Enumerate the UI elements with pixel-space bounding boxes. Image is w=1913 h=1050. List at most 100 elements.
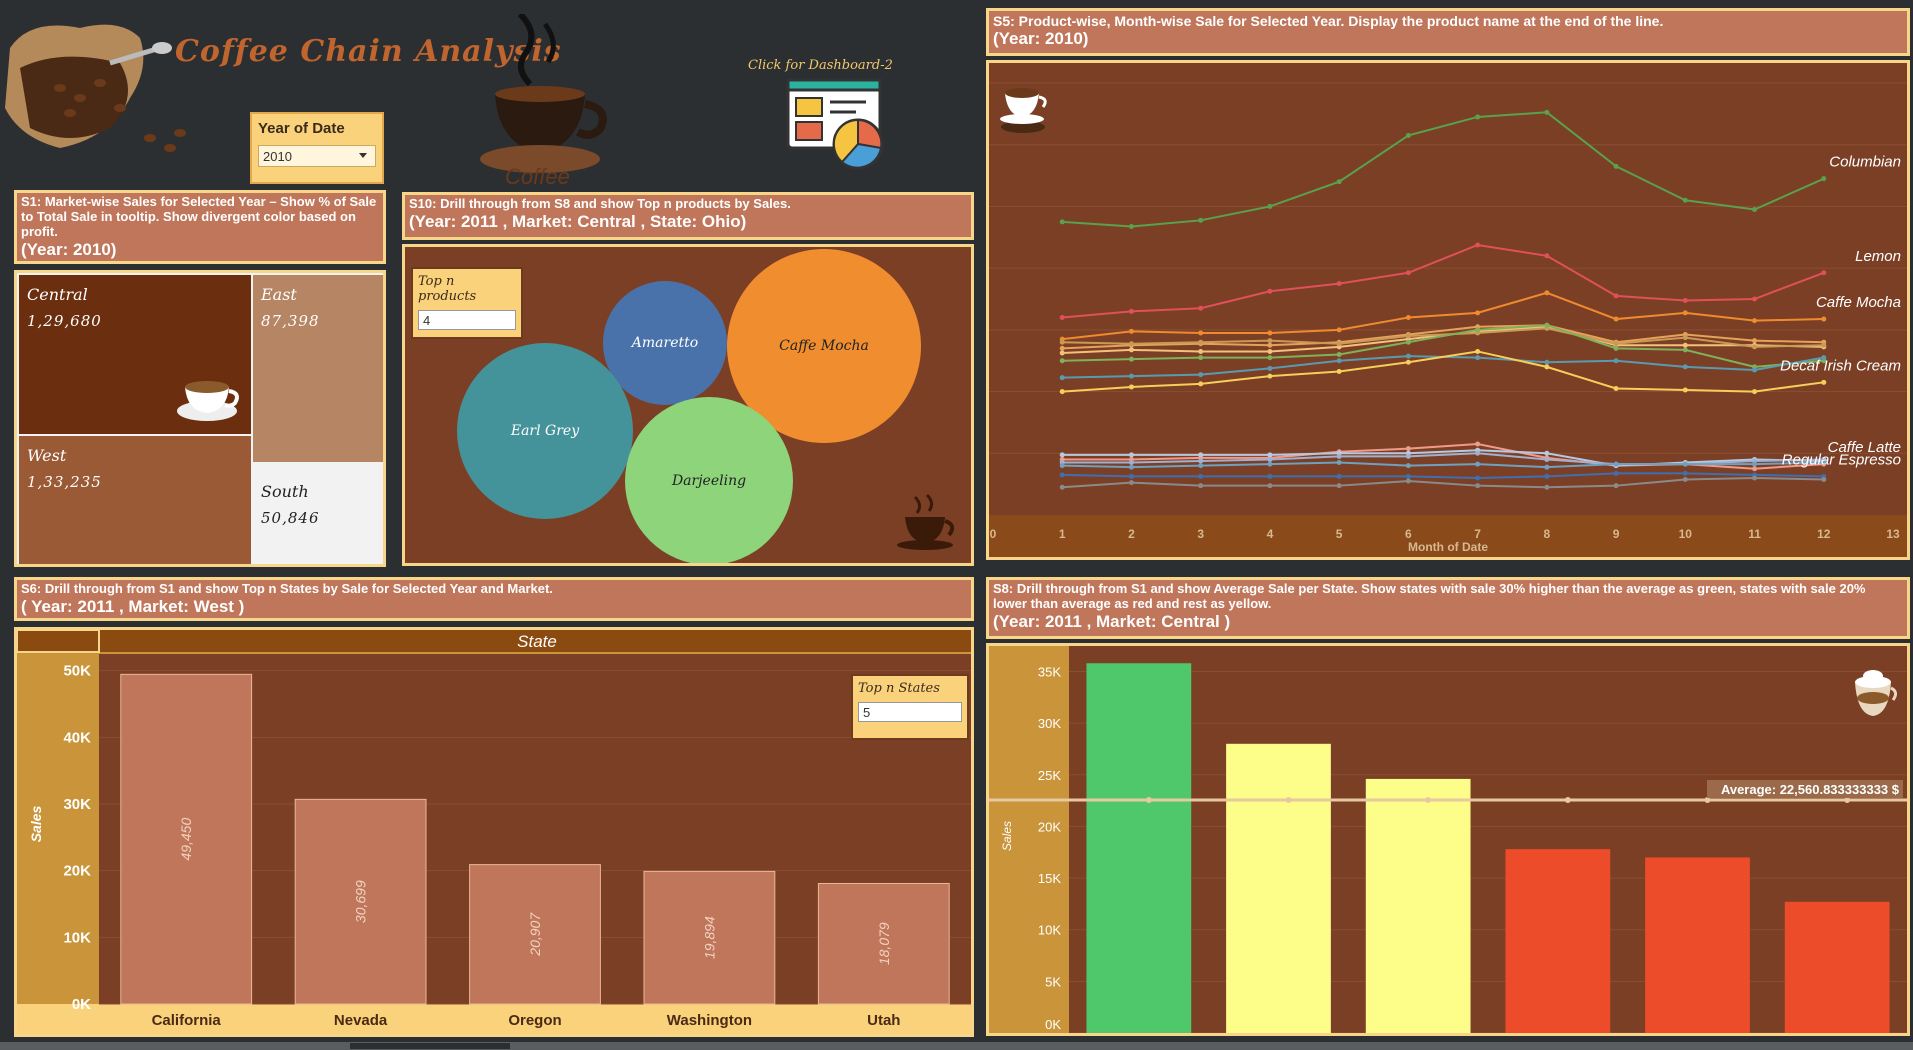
data-point[interactable] xyxy=(1544,364,1550,370)
chevron-down-icon[interactable] xyxy=(359,153,367,158)
data-point[interactable] xyxy=(1821,270,1827,276)
data-point[interactable] xyxy=(1475,310,1481,316)
data-point[interactable] xyxy=(1059,358,1065,364)
data-point[interactable] xyxy=(1128,452,1134,458)
bar[interactable] xyxy=(1365,778,1471,1033)
data-point[interactable] xyxy=(1821,176,1827,182)
data-point[interactable] xyxy=(1821,460,1827,466)
data-point[interactable] xyxy=(1752,338,1758,344)
data-point[interactable] xyxy=(1821,316,1827,322)
data-point[interactable] xyxy=(1405,478,1411,484)
bar[interactable] xyxy=(1086,663,1192,1033)
data-point[interactable] xyxy=(1613,293,1619,299)
series-line[interactable] xyxy=(1062,291,1824,341)
data-point[interactable] xyxy=(1267,461,1273,467)
data-point[interactable] xyxy=(1059,452,1065,458)
data-point[interactable] xyxy=(1405,333,1411,339)
data-point[interactable] xyxy=(1198,463,1204,469)
data-point[interactable] xyxy=(1821,342,1827,348)
data-point[interactable] xyxy=(1613,163,1619,169)
data-point[interactable] xyxy=(1544,484,1550,490)
data-point[interactable] xyxy=(1267,338,1273,344)
data-point[interactable] xyxy=(1198,372,1204,378)
data-point[interactable] xyxy=(1267,342,1273,348)
data-point[interactable] xyxy=(1821,477,1827,483)
data-point[interactable] xyxy=(1613,461,1619,467)
data-point[interactable] xyxy=(1336,179,1342,185)
data-point[interactable] xyxy=(1267,330,1273,336)
data-point[interactable] xyxy=(1475,475,1481,481)
data-point[interactable] xyxy=(1682,298,1688,304)
data-point[interactable] xyxy=(1128,308,1134,314)
data-point[interactable] xyxy=(1128,473,1134,479)
series-line[interactable] xyxy=(1062,324,1824,350)
bottom-scrollbar[interactable] xyxy=(0,1042,1913,1050)
data-point[interactable] xyxy=(1475,461,1481,467)
data-point[interactable] xyxy=(1405,353,1411,359)
data-point[interactable] xyxy=(1059,484,1065,490)
data-point[interactable] xyxy=(1682,470,1688,476)
top-n-states-param[interactable]: Top n States 5 xyxy=(851,674,969,740)
data-point[interactable] xyxy=(1128,223,1134,229)
data-point[interactable] xyxy=(1336,453,1342,459)
data-point[interactable] xyxy=(1336,483,1342,489)
treemap-cell-central[interactable]: Central 1,29,680 xyxy=(19,275,251,434)
data-point[interactable] xyxy=(1059,463,1065,469)
data-point[interactable] xyxy=(1128,356,1134,362)
series-line[interactable] xyxy=(1062,111,1825,228)
bar[interactable] xyxy=(120,673,253,1005)
data-point[interactable] xyxy=(1752,389,1758,395)
data-point[interactable] xyxy=(1613,358,1619,364)
series-line[interactable] xyxy=(1062,472,1824,479)
dashboard-2-link[interactable]: Click for Dashboard-2 xyxy=(748,58,893,73)
data-point[interactable] xyxy=(1267,365,1273,371)
data-point[interactable] xyxy=(1267,483,1273,489)
data-point[interactable] xyxy=(1544,473,1550,479)
data-point[interactable] xyxy=(1267,288,1273,294)
data-point[interactable] xyxy=(1544,322,1550,328)
data-point[interactable] xyxy=(1128,341,1134,347)
data-point[interactable] xyxy=(1752,207,1758,213)
data-point[interactable] xyxy=(1198,483,1204,489)
data-point[interactable] xyxy=(1336,327,1342,333)
data-point[interactable] xyxy=(1267,456,1273,462)
data-point[interactable] xyxy=(1128,460,1134,466)
data-point[interactable] xyxy=(1059,472,1065,478)
data-point[interactable] xyxy=(1128,480,1134,486)
series-line[interactable] xyxy=(1062,350,1824,393)
top-n-states-input[interactable]: 5 xyxy=(858,702,962,722)
data-point[interactable] xyxy=(1128,347,1134,353)
data-point[interactable] xyxy=(1059,389,1065,395)
data-point[interactable] xyxy=(1544,450,1550,456)
data-point[interactable] xyxy=(1128,328,1134,334)
data-point[interactable] xyxy=(1682,335,1688,341)
data-point[interactable] xyxy=(1198,452,1204,458)
data-point[interactable] xyxy=(1405,132,1411,138)
data-point[interactable] xyxy=(1405,453,1411,459)
data-point[interactable] xyxy=(1128,464,1134,470)
treemap-cell-south[interactable]: South 50,846 xyxy=(253,464,383,564)
data-point[interactable] xyxy=(1682,477,1688,483)
data-point[interactable] xyxy=(1752,296,1758,302)
data-point[interactable] xyxy=(1267,203,1273,209)
data-point[interactable] xyxy=(1475,450,1481,456)
data-point[interactable] xyxy=(1059,315,1065,321)
data-point[interactable] xyxy=(1752,461,1758,467)
data-point[interactable] xyxy=(1752,466,1758,472)
data-point[interactable] xyxy=(1405,315,1411,321)
data-point[interactable] xyxy=(1544,359,1550,365)
data-point[interactable] xyxy=(1544,456,1550,462)
data-point[interactable] xyxy=(1613,316,1619,322)
data-point[interactable] xyxy=(1267,348,1273,354)
series-line[interactable] xyxy=(1062,449,1824,467)
bar[interactable] xyxy=(469,864,601,1005)
data-point[interactable] xyxy=(1405,446,1411,452)
data-point[interactable] xyxy=(1475,441,1481,447)
series-line[interactable] xyxy=(1062,355,1824,379)
data-point[interactable] xyxy=(1336,460,1342,466)
bar[interactable] xyxy=(817,882,950,1005)
data-point[interactable] xyxy=(1059,345,1065,351)
data-point[interactable] xyxy=(1752,344,1758,350)
bubble-earl-grey[interactable]: Earl Grey xyxy=(457,343,633,519)
treemap-cell-east[interactable]: East 87,398 xyxy=(253,275,383,462)
